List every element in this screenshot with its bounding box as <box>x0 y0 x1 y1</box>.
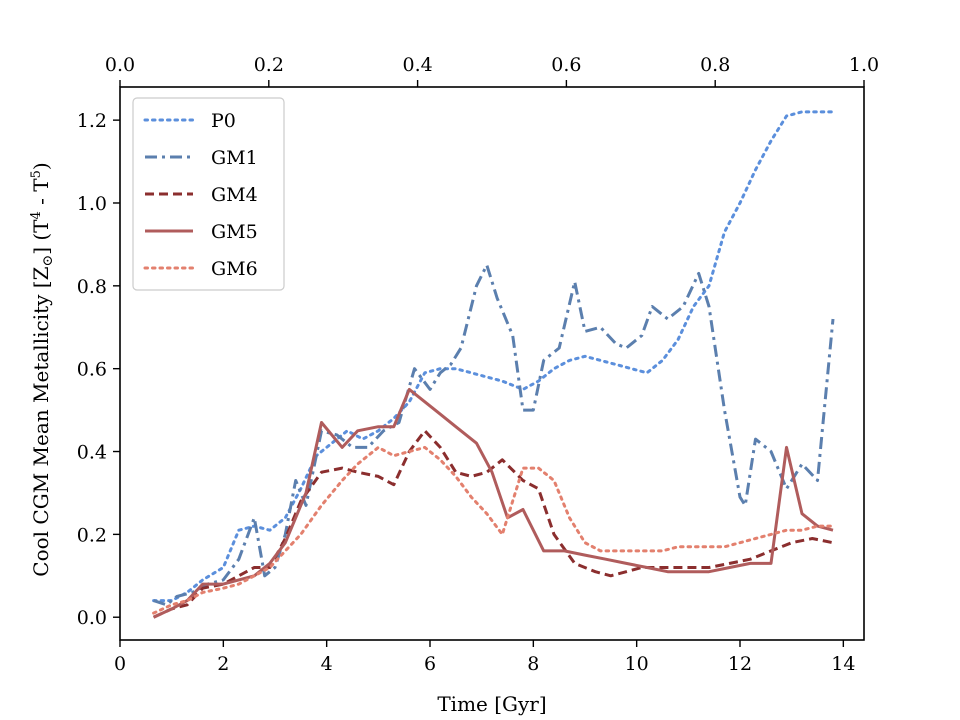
top-tick-label: 0.8 <box>700 54 730 76</box>
y-label-sun-symbol: ⊙ <box>40 255 56 267</box>
series-line-p0 <box>152 110 835 603</box>
y-label-sup2: 5 <box>29 170 44 178</box>
series-layer <box>152 110 835 619</box>
y-tick-label: 1.0 <box>77 193 107 215</box>
legend-label-gm6: GM6 <box>211 258 258 280</box>
top-tick-label: 0.4 <box>402 54 432 76</box>
x-tick-label: 0 <box>114 653 126 675</box>
x-tick-label: 14 <box>831 653 855 675</box>
x-tick-label: 8 <box>527 653 539 675</box>
x-tick-label: 6 <box>424 653 436 675</box>
plot-area <box>119 86 865 641</box>
y-tick-label: 0.8 <box>77 276 107 298</box>
y-tick-label: 0.6 <box>77 359 107 381</box>
x-axis-top: 0.0 0.2 0.4 0.6 0.8 1.0 <box>105 54 879 87</box>
top-tick-label: 0.6 <box>551 54 581 76</box>
y-tick-label: 0.4 <box>77 442 107 464</box>
y-label-end: ) <box>29 162 53 170</box>
legend: P0 GM1 GM4 GM5 GM6 <box>132 97 285 291</box>
y-axis-label: Cool CGM Mean Metallicity [Z⊙] (T4 - T5) <box>29 162 56 576</box>
x-tick-label: 10 <box>625 653 649 675</box>
y-tick-label: 1.2 <box>77 110 107 132</box>
x-axis-label: Time [Gyr] <box>437 692 546 716</box>
y-axis-left: 0.0 0.2 0.4 0.6 0.8 1.0 1.2 <box>77 110 120 629</box>
top-tick-label: 1.0 <box>849 54 879 76</box>
series-line-gm4 <box>152 429 834 619</box>
legend-label-gm5: GM5 <box>211 221 258 243</box>
y-label-sup1: 4 <box>29 211 44 219</box>
y-label-dash: - T <box>29 178 53 211</box>
y-label-mid: ] (T <box>29 219 53 255</box>
legend-label-gm4: GM4 <box>211 184 258 206</box>
legend-box <box>132 97 285 291</box>
y-tick-label: 0.0 <box>77 607 107 629</box>
x-axis-bottom: 0 2 4 6 8 10 12 14 <box>114 640 855 675</box>
plot-frame <box>119 86 865 641</box>
x-tick-label: 12 <box>728 653 752 675</box>
legend-label-gm1: GM1 <box>211 147 258 169</box>
x-tick-label: 4 <box>321 653 333 675</box>
x-tick-label: 2 <box>217 653 229 675</box>
top-tick-label: 0.2 <box>254 54 284 76</box>
legend-label-p0: P0 <box>211 110 236 132</box>
series-line-gm6 <box>152 445 835 615</box>
top-tick-label: 0.0 <box>105 54 135 76</box>
y-label-base: Cool CGM Mean Metallicity [Z <box>29 266 53 576</box>
y-tick-label: 0.2 <box>77 524 107 546</box>
